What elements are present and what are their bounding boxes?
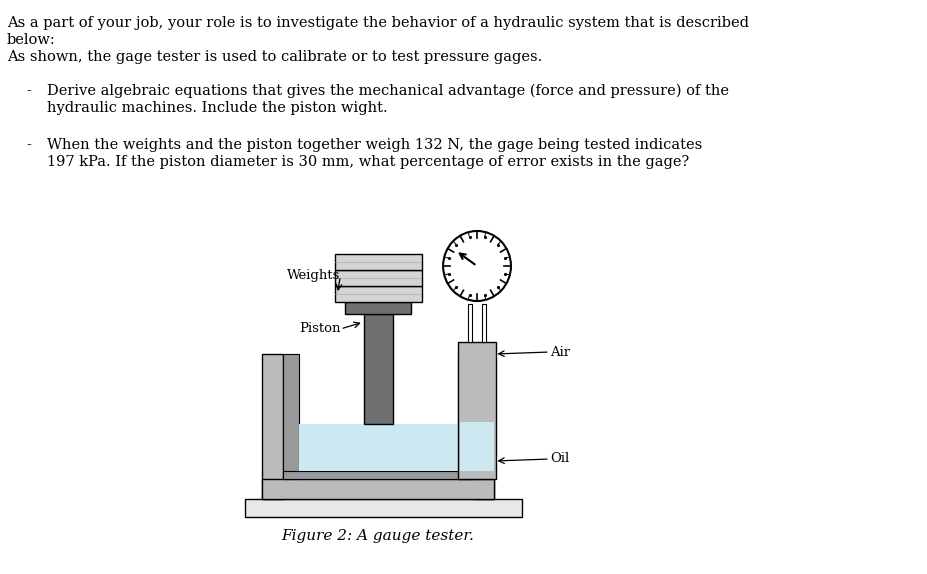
Bar bbox=[298, 424, 457, 471]
Bar bbox=[481, 304, 485, 342]
Text: below:: below: bbox=[6, 33, 56, 47]
Text: As a part of your job, your role is to investigate the behavior of a hydraulic s: As a part of your job, your role is to i… bbox=[6, 16, 748, 30]
Text: 197 kPa. If the piston diameter is 30 mm, what percentage of error exists in the: 197 kPa. If the piston diameter is 30 mm… bbox=[46, 155, 688, 169]
Bar bbox=[473, 354, 494, 499]
Bar bbox=[283, 354, 298, 479]
Text: When the weights and the piston together weigh 132 N, the gage being tested indi: When the weights and the piston together… bbox=[46, 138, 701, 152]
Bar bbox=[457, 342, 496, 479]
Bar bbox=[334, 270, 421, 286]
Bar bbox=[283, 471, 473, 479]
Bar bbox=[459, 422, 494, 471]
Text: Piston: Piston bbox=[298, 323, 340, 335]
Bar bbox=[334, 254, 421, 270]
Text: As shown, the gage tester is used to calibrate or to test pressure gages.: As shown, the gage tester is used to cal… bbox=[6, 50, 541, 64]
Text: hydraulic machines. Include the piston wight.: hydraulic machines. Include the piston w… bbox=[46, 101, 387, 115]
Bar bbox=[245, 499, 521, 517]
Bar bbox=[457, 354, 473, 479]
Text: -: - bbox=[26, 84, 31, 98]
Text: Figure 2: A gauge tester.: Figure 2: A gauge tester. bbox=[282, 529, 474, 543]
Bar bbox=[261, 354, 283, 499]
Text: Air: Air bbox=[549, 346, 569, 359]
Bar bbox=[468, 304, 472, 342]
Bar bbox=[334, 286, 421, 302]
Text: Oil: Oil bbox=[549, 452, 568, 466]
Text: -: - bbox=[26, 138, 31, 152]
Circle shape bbox=[442, 231, 511, 301]
Bar bbox=[363, 314, 392, 424]
Text: Derive algebraic equations that gives the mechanical advantage (force and pressu: Derive algebraic equations that gives th… bbox=[46, 84, 728, 98]
Bar bbox=[345, 302, 411, 314]
Text: Weights: Weights bbox=[286, 270, 340, 282]
Bar bbox=[261, 479, 494, 499]
